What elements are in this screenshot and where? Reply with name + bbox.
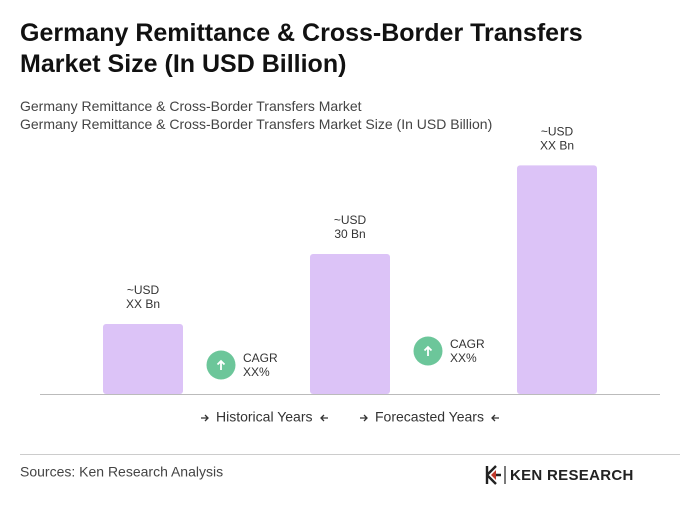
period-label: Forecasted Years xyxy=(375,409,484,425)
chart-title: Germany Remittance & Cross-Border Transf… xyxy=(20,19,583,78)
value-label: ~USD xyxy=(334,213,367,227)
brand: KEN RESEARCH xyxy=(510,467,634,484)
arrow-icon xyxy=(360,414,368,422)
value-label: 30 Bn xyxy=(334,227,365,241)
cagr-label: CAGR xyxy=(243,351,278,365)
period-legend: Historical Years Forecasted Years xyxy=(201,409,499,425)
bar xyxy=(103,324,183,394)
cagr-arrow xyxy=(423,345,433,356)
logo: KEN RESEARCH xyxy=(485,465,634,485)
logo-icon xyxy=(485,465,501,485)
value-label: XX Bn xyxy=(540,139,574,153)
cagr-arrow xyxy=(216,359,226,370)
value-label: XX Bn xyxy=(126,297,160,311)
cagr-label: CAGR xyxy=(450,337,485,351)
arrow-icon xyxy=(320,414,328,422)
arrow-icon xyxy=(201,414,209,422)
cagr-label: XX% xyxy=(450,351,477,365)
subtitle: Germany Remittance & Cross-Border Transf… xyxy=(20,116,493,132)
period-label: Historical Years xyxy=(216,409,313,425)
value-label: ~USD xyxy=(127,283,160,297)
source: Sources: Ken Research Analysis xyxy=(20,464,223,480)
subtitle: Germany Remittance & Cross-Border Transf… xyxy=(20,98,362,114)
bar xyxy=(310,254,390,394)
bar xyxy=(517,165,597,394)
value-label: ~USD xyxy=(541,125,574,139)
cagr-label: XX% xyxy=(243,365,270,379)
logo-icon xyxy=(491,470,496,480)
arrow-icon xyxy=(491,414,499,422)
